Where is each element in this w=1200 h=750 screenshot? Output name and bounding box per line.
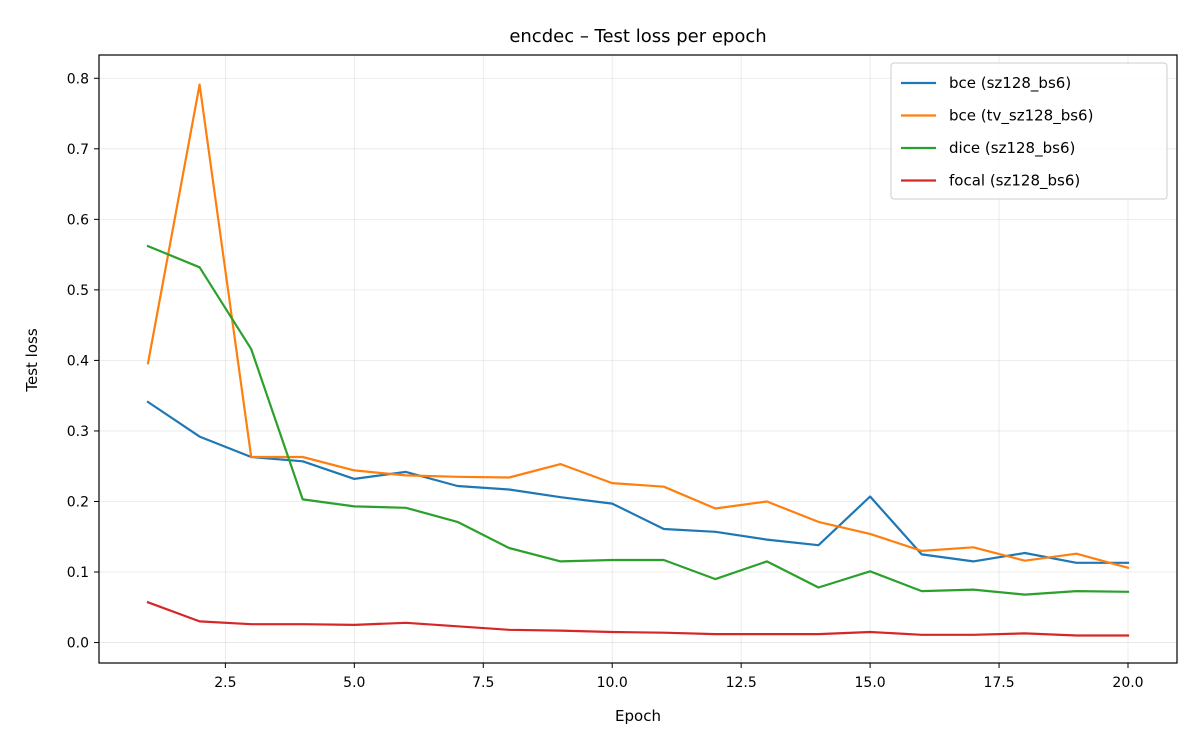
y-tick-label: 0.5 xyxy=(67,283,89,299)
x-tick-label: 2.5 xyxy=(214,675,236,691)
series-line-0 xyxy=(146,400,1130,564)
y-tick-label: 0.1 xyxy=(67,565,89,581)
legend: bce (sz128_bs6)bce (tv_sz128_bs6)dice (s… xyxy=(890,62,1168,200)
series-lines xyxy=(146,83,1130,637)
legend-label: dice (sz128_bs6) xyxy=(949,139,1075,158)
x-tick-label: 17.5 xyxy=(983,675,1014,691)
y-tick-label: 0.3 xyxy=(67,424,89,440)
x-tick-label: 20.0 xyxy=(1112,675,1143,691)
x-tick-label: 12.5 xyxy=(726,675,757,691)
y-tick-label: 0.8 xyxy=(67,71,89,87)
x-tick-label: 5.0 xyxy=(343,675,365,691)
series-line-3 xyxy=(146,600,1130,637)
series-line-1 xyxy=(146,83,1130,570)
legend-label: focal (sz128_bs6) xyxy=(949,172,1080,191)
x-tick-label: 7.5 xyxy=(472,675,494,691)
y-tick-label: 0.2 xyxy=(67,494,89,510)
x-tick-label: 15.0 xyxy=(855,675,886,691)
series-line-2 xyxy=(146,244,1130,596)
x-tick-label: 10.0 xyxy=(597,675,628,691)
x-axis-title: Epoch xyxy=(615,707,661,725)
y-tick-label: 0.4 xyxy=(67,353,89,369)
legend-box xyxy=(890,62,1168,200)
y-tick-label: 0.7 xyxy=(67,142,89,158)
y-tick-label: 0.6 xyxy=(67,212,89,228)
legend-label: bce (sz128_bs6) xyxy=(949,74,1071,93)
chart-title: encdec – Test loss per epoch xyxy=(509,26,766,47)
legend-label: bce (tv_sz128_bs6) xyxy=(949,107,1093,126)
y-axis-title: Test loss xyxy=(23,328,41,392)
y-tick-label: 0.0 xyxy=(67,636,89,652)
axis-ticks: 2.5 5.0 7.5 10.0 12.5 15.0 17.5 20.0 0.0 0.1 0.2 0.… xyxy=(67,71,1144,691)
plot-frame xyxy=(98,54,1178,664)
